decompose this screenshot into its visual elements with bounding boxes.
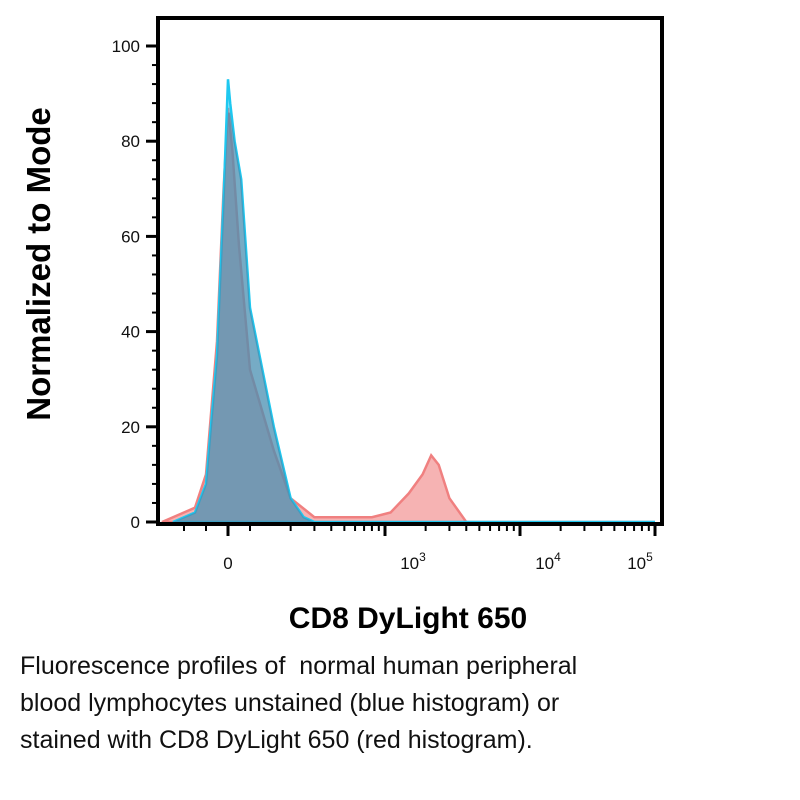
y-tick-label: 40 [121,323,140,342]
caption-line-3: stained with CD8 DyLight 650 (red histog… [20,726,533,754]
x-tick-label: 104 [535,550,561,573]
series-layer [161,79,655,524]
y-tick-label: 20 [121,418,140,437]
x-axis-title: CD8 DyLight 650 [289,602,527,635]
y-axis: 0 20 40 60 80 100 [112,37,158,532]
series-overlap-area [173,112,655,522]
x-tick-label: 103 [400,550,426,573]
y-tick-label: 0 [131,513,140,532]
figure-caption: Fluorescence profiles of normal human pe… [20,648,780,759]
x-tick-label: 0 [223,554,232,573]
histogram-chart: 0 20 40 60 80 100 0 103 104 105 Normalized to Mo… [20,16,664,635]
caption-line-1: Fluorescence profiles of normal human pe… [20,652,578,680]
x-tick-label: 105 [627,550,653,573]
y-axis-title: Normalized to Mode [20,107,57,421]
y-tick-label: 100 [112,37,140,56]
plot-frame [156,16,664,526]
y-tick-label: 80 [121,132,140,151]
y-tick-label: 60 [121,227,140,246]
caption-line-2: blood lymphocytes unstained (blue histog… [20,689,560,717]
x-axis: 0 103 104 105 [223,524,657,573]
x-minor-ticks [183,524,650,531]
